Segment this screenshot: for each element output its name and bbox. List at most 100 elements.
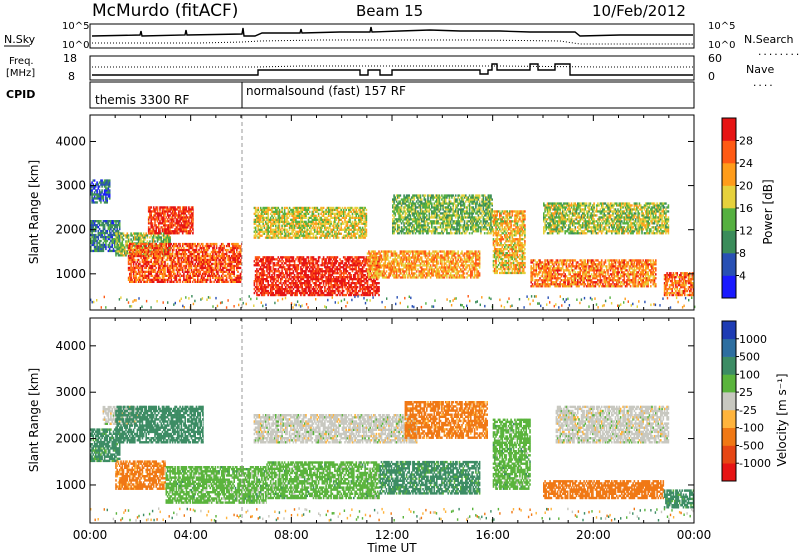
power-echo-cell: [256, 262, 258, 265]
power-echo-cell: [165, 232, 168, 235]
power-echo-cell: [238, 262, 241, 266]
power-echo-cell: [159, 248, 161, 251]
power-echo-cell: [354, 216, 356, 219]
power-echo-cell: [234, 264, 237, 268]
power-echo-cell: [126, 246, 129, 249]
power-echo-cell: [358, 260, 360, 263]
power-echo-cell: [91, 199, 93, 202]
power-echo-cell: [193, 272, 195, 275]
power-echo-cell: [107, 191, 110, 194]
power-echo-cell: [195, 264, 198, 268]
power-echo-cell: [115, 232, 117, 235]
power-echo-cell: [356, 276, 359, 279]
power-echo-cell: [185, 220, 188, 223]
power-echo-cell: [156, 214, 159, 217]
power-echo-cell: [275, 232, 277, 235]
power-echo-cell: [307, 228, 310, 231]
power-echo-cell: [287, 274, 290, 277]
power-echo-cell: [108, 185, 111, 188]
power-echo-cell: [164, 278, 166, 281]
power-echo-cell: [102, 247, 105, 251]
power-echo-cell: [296, 278, 298, 281]
power-echo-cell: [322, 232, 325, 235]
power-echo-cell: [202, 264, 204, 268]
power-echo-cell: [321, 232, 324, 235]
power-echo-cell: [324, 260, 326, 263]
power-echo-cell: [334, 280, 336, 283]
power-echo-cell: [330, 216, 332, 219]
power-echo-cell: [97, 249, 100, 253]
power-echo-cell: [159, 244, 161, 247]
power-echo-cell: [170, 208, 173, 211]
power-echo-cell: [340, 291, 342, 295]
power-echo-cell: [360, 278, 363, 281]
power-echo-cell: [320, 218, 322, 221]
power-echo-cell: [307, 216, 310, 219]
power-echo-cell: [105, 243, 107, 247]
power-echo-cell: [326, 278, 329, 281]
power-echo-cell: [103, 189, 106, 192]
power-echo-cell: [266, 224, 268, 227]
power-echo-cell: [331, 268, 334, 271]
power-echo-cell: [341, 228, 344, 231]
power-echo-cell: [332, 226, 335, 229]
power-echo-cell: [278, 226, 281, 229]
power-echo-cell: [233, 258, 235, 262]
power-echo-cell: [150, 224, 152, 227]
power-echo-cell: [351, 220, 354, 223]
power-echo-cell: [358, 226, 360, 229]
power-echo-cell: [361, 276, 364, 279]
power-echo-cell: [142, 264, 145, 268]
power-echo-cell: [136, 258, 139, 262]
power-echo-cell: [107, 187, 110, 190]
power-echo-cell: [326, 220, 329, 223]
power-echo-cell: [169, 218, 171, 221]
power-echo-cell: [300, 282, 302, 285]
power-echo-cell: [91, 197, 93, 200]
power-echo-cell: [300, 228, 302, 231]
power-echo-cell: [370, 286, 373, 289]
power-echo-cell: [355, 293, 358, 297]
power-echo-cell: [340, 276, 342, 279]
power-echo-cell: [322, 258, 325, 261]
power-echo-cell: [263, 216, 266, 219]
power-echo-cell: [159, 230, 161, 233]
power-echo-cell: [179, 252, 181, 256]
power-echo-cell: [190, 266, 193, 270]
power-echo-cell: [297, 286, 300, 289]
power-echo-cell: [339, 218, 341, 221]
power-echo-cell: [342, 282, 345, 285]
power-echo-cell: [264, 236, 267, 239]
power-echo-cell: [373, 282, 375, 285]
power-echo-cell: [275, 210, 277, 213]
power-echo-cell: [311, 280, 314, 283]
power-echo-cell: [145, 234, 147, 237]
power-echo-cell: [164, 222, 166, 225]
power-echo-cell: [238, 250, 241, 254]
power-echo-cell: [170, 274, 173, 277]
power-echo-cell: [324, 234, 326, 237]
power-echo-cell: [120, 244, 122, 247]
power-echo-cell: [256, 293, 258, 297]
power-echo-cell: [150, 270, 152, 273]
power-echo-cell: [267, 234, 269, 237]
power-echo-cell: [296, 268, 298, 271]
power-echo-cell: [288, 212, 291, 215]
power-echo-cell: [185, 252, 188, 256]
power-echo-cell: [271, 218, 273, 221]
power-echo-cell: [214, 248, 217, 252]
power-echo-cell: [210, 254, 213, 258]
power-echo-cell: [311, 220, 314, 223]
power-echo-cell: [366, 286, 369, 289]
power-echo-cell: [212, 254, 214, 258]
power-echo-cell: [300, 291, 302, 295]
power-echo-cell: [273, 287, 276, 291]
power-echo-cell: [212, 256, 214, 260]
power-echo-cell: [100, 224, 102, 227]
power-echo-cell: [102, 195, 105, 198]
power-echo-cell: [198, 254, 200, 258]
power-echo-cell: [166, 212, 169, 215]
power-echo-cell: [311, 258, 314, 261]
power-echo-cell: [378, 260, 380, 263]
power-echo-cell: [266, 256, 268, 259]
